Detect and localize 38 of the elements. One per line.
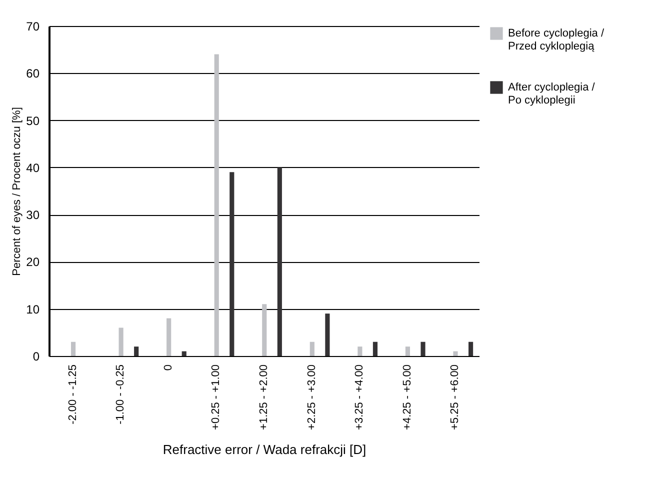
bar [405,346,410,356]
bar [358,346,362,356]
y-tick-label: 0 [32,350,40,364]
x-axis-title: Refractive error / Wada refrakcji [D] [162,442,366,457]
x-tick-label: +2.25 - +3.00 [306,364,318,430]
y-tick-label: 60 [26,66,40,81]
bar [182,351,186,356]
y-tick-label: 40 [26,160,40,175]
bar [420,342,426,356]
x-tick-label: +4.25 - +5.00 [401,364,414,430]
bar [214,54,219,356]
x-tick-label: -1.00 - -0.25 [114,364,127,424]
x-tick-label: +1.25 - +2.00 [258,364,270,430]
bar [453,351,458,356]
bar [325,314,330,356]
bar [310,342,314,356]
bar [277,167,282,356]
x-tick-label: +0.25 - +1.00 [210,364,222,430]
y-tick-label: 50 [26,114,40,128]
bar [118,328,124,356]
y-tick-label: 30 [26,208,40,222]
legend-label: Before cycloplegia / Przed cykloplegią [508,28,605,52]
bar [70,342,76,356]
y-tick-label: 10 [26,302,40,316]
bar [166,318,172,356]
bar [230,172,234,356]
x-tick-label: +3.25 - +4.00 [354,364,366,430]
y-axis-title: Percent of eyes / Procent oczu [%] [11,107,24,276]
x-tick-label: +5.25 - +6.00 [449,364,462,430]
y-tick-label: 70 [26,20,40,34]
bar [468,342,474,356]
bar [372,342,378,356]
bar [262,304,267,356]
x-tick-label: 0 [162,364,174,371]
y-tick-label: 20 [26,255,40,270]
legend-label: After cycloplegia / Po cykloplegii [508,82,596,106]
x-tick-label: -2.00 - -1.25 [66,364,79,424]
bar [134,346,139,356]
